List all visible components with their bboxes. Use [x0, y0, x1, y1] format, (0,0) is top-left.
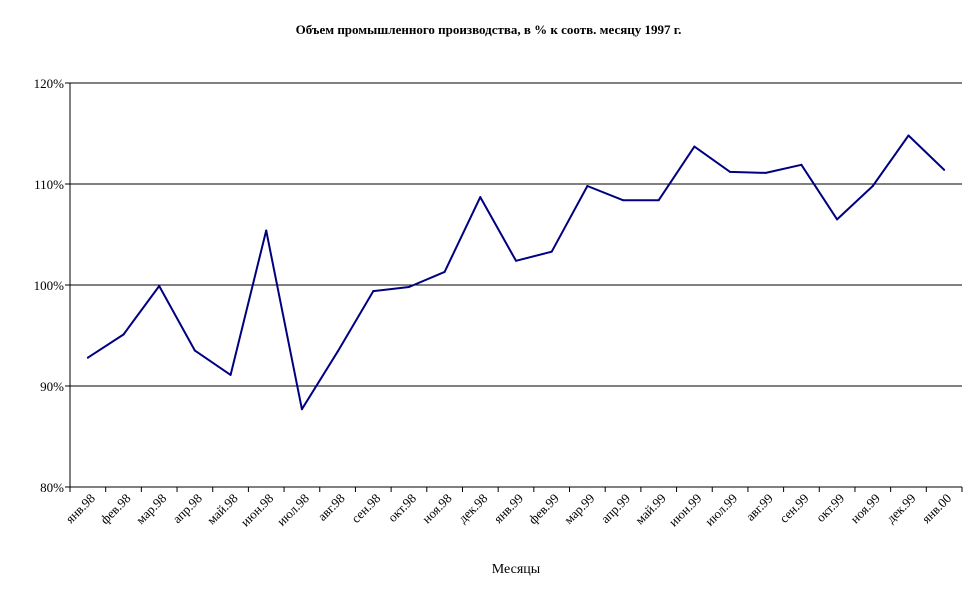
- series-layer: [86, 134, 946, 411]
- data-point: [122, 333, 125, 336]
- x-tick-label: апр.98: [169, 491, 205, 527]
- data-point: [479, 196, 482, 199]
- data-point: [622, 199, 625, 202]
- data-point: [407, 286, 410, 289]
- series-line: [87, 134, 945, 411]
- chart-title: Объем промышленного производства, в % к …: [295, 22, 682, 37]
- x-tick-label: авг.98: [314, 491, 347, 524]
- x-tick-label: сен.99: [776, 491, 811, 526]
- y-tick-label: 110%: [34, 177, 64, 192]
- x-tick-label: дек.99: [883, 491, 918, 526]
- x-tick-label: окт.98: [385, 491, 419, 525]
- data-point: [550, 250, 553, 253]
- y-tick-label: 120%: [34, 76, 65, 91]
- x-tick-label: ноя.98: [419, 491, 455, 527]
- data-point: [586, 185, 589, 188]
- data-point: [693, 145, 696, 148]
- data-point: [300, 408, 303, 411]
- data-point: [193, 349, 196, 352]
- data-point: [943, 168, 946, 171]
- x-tick-label: фев.98: [97, 491, 133, 527]
- data-point: [871, 185, 874, 188]
- data-point: [657, 199, 660, 202]
- data-point: [729, 170, 732, 173]
- data-point: [336, 350, 339, 353]
- x-tick-label: июл.98: [274, 491, 312, 529]
- gridlines: [70, 82, 962, 387]
- axes: [65, 82, 963, 492]
- x-tick-label: янв.00: [919, 491, 955, 527]
- data-point: [800, 163, 803, 166]
- data-point: [265, 229, 268, 232]
- x-tick-label: дек.98: [455, 491, 490, 526]
- data-point: [764, 171, 767, 174]
- x-tick-label: май.99: [632, 491, 669, 528]
- x-tick-label: май.98: [204, 491, 241, 528]
- x-tick-label: июл.99: [702, 491, 740, 529]
- y-tick-label: 80%: [40, 480, 64, 495]
- x-axis-title: Месяцы: [491, 562, 541, 577]
- x-tick-label: ноя.99: [847, 491, 883, 527]
- x-tick-label: июн.98: [238, 491, 277, 530]
- data-point: [372, 290, 375, 293]
- y-tick-labels: 80% 90% 100% 110% 120%: [34, 76, 65, 495]
- y-tick-label: 100%: [34, 278, 65, 293]
- data-point: [515, 259, 517, 262]
- x-tick-label: апр.99: [598, 491, 634, 527]
- x-tick-label: янв.98: [62, 491, 98, 527]
- data-point: [86, 356, 89, 359]
- x-tick-label: янв.99: [491, 491, 527, 527]
- x-tick-label: сен.98: [348, 491, 383, 526]
- data-point: [443, 270, 446, 273]
- x-tick-label: фев.99: [525, 491, 561, 527]
- data-point: [158, 285, 161, 288]
- y-tick-label: 90%: [40, 379, 64, 394]
- x-tick-label: авг.99: [743, 491, 776, 524]
- x-tick-label: июн.99: [666, 491, 705, 530]
- data-point: [229, 373, 232, 376]
- data-point: [836, 218, 839, 221]
- data-point: [907, 134, 910, 137]
- x-tick-label: окт.99: [813, 491, 847, 525]
- x-tick-label: мар.99: [561, 491, 598, 528]
- x-tick-label: мар.98: [133, 491, 170, 528]
- x-tick-labels: янв.98 фев.98 мар.98 апр.98май.98июн.98июл.…: [62, 491, 954, 530]
